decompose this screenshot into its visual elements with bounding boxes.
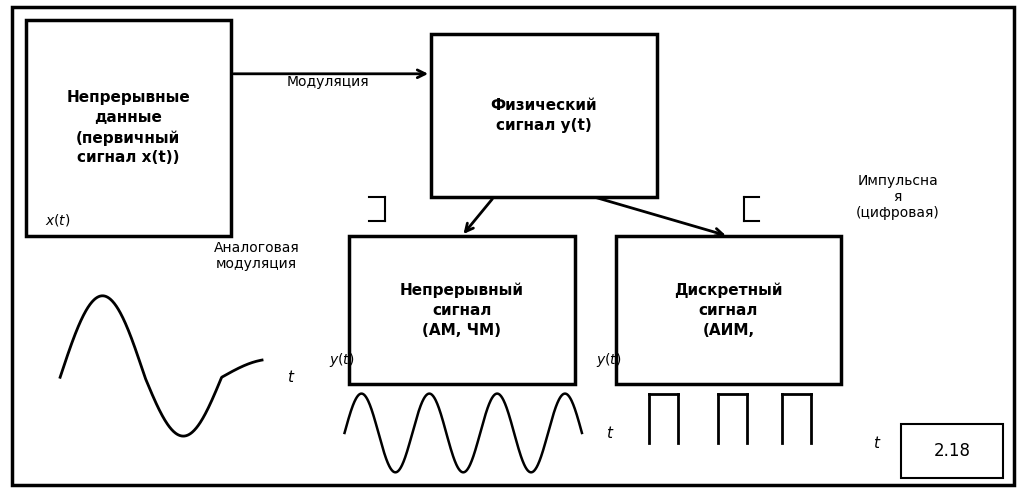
- Text: 2.18: 2.18: [934, 442, 971, 460]
- Text: Дискретный
сигнал
(АИМ,: Дискретный сигнал (АИМ,: [674, 282, 783, 338]
- FancyBboxPatch shape: [12, 7, 1014, 485]
- FancyBboxPatch shape: [431, 34, 657, 197]
- Text: Физический
сигнал y(t): Физический сигнал y(t): [490, 98, 597, 133]
- FancyBboxPatch shape: [616, 236, 841, 384]
- FancyBboxPatch shape: [901, 424, 1003, 478]
- Text: Непрерывные
данные
(первичный
сигнал x(t)): Непрерывные данные (первичный сигнал x(t…: [67, 91, 190, 165]
- Text: Аналоговая
модуляция: Аналоговая модуляция: [213, 241, 300, 271]
- Text: Модуляция: Модуляция: [287, 75, 369, 89]
- Text: Импульсна
я
(цифровая): Импульсна я (цифровая): [856, 174, 940, 220]
- Text: Непрерывный
сигнал
(АМ, ЧМ): Непрерывный сигнал (АМ, ЧМ): [400, 282, 523, 338]
- FancyBboxPatch shape: [26, 20, 231, 236]
- FancyBboxPatch shape: [349, 236, 575, 384]
